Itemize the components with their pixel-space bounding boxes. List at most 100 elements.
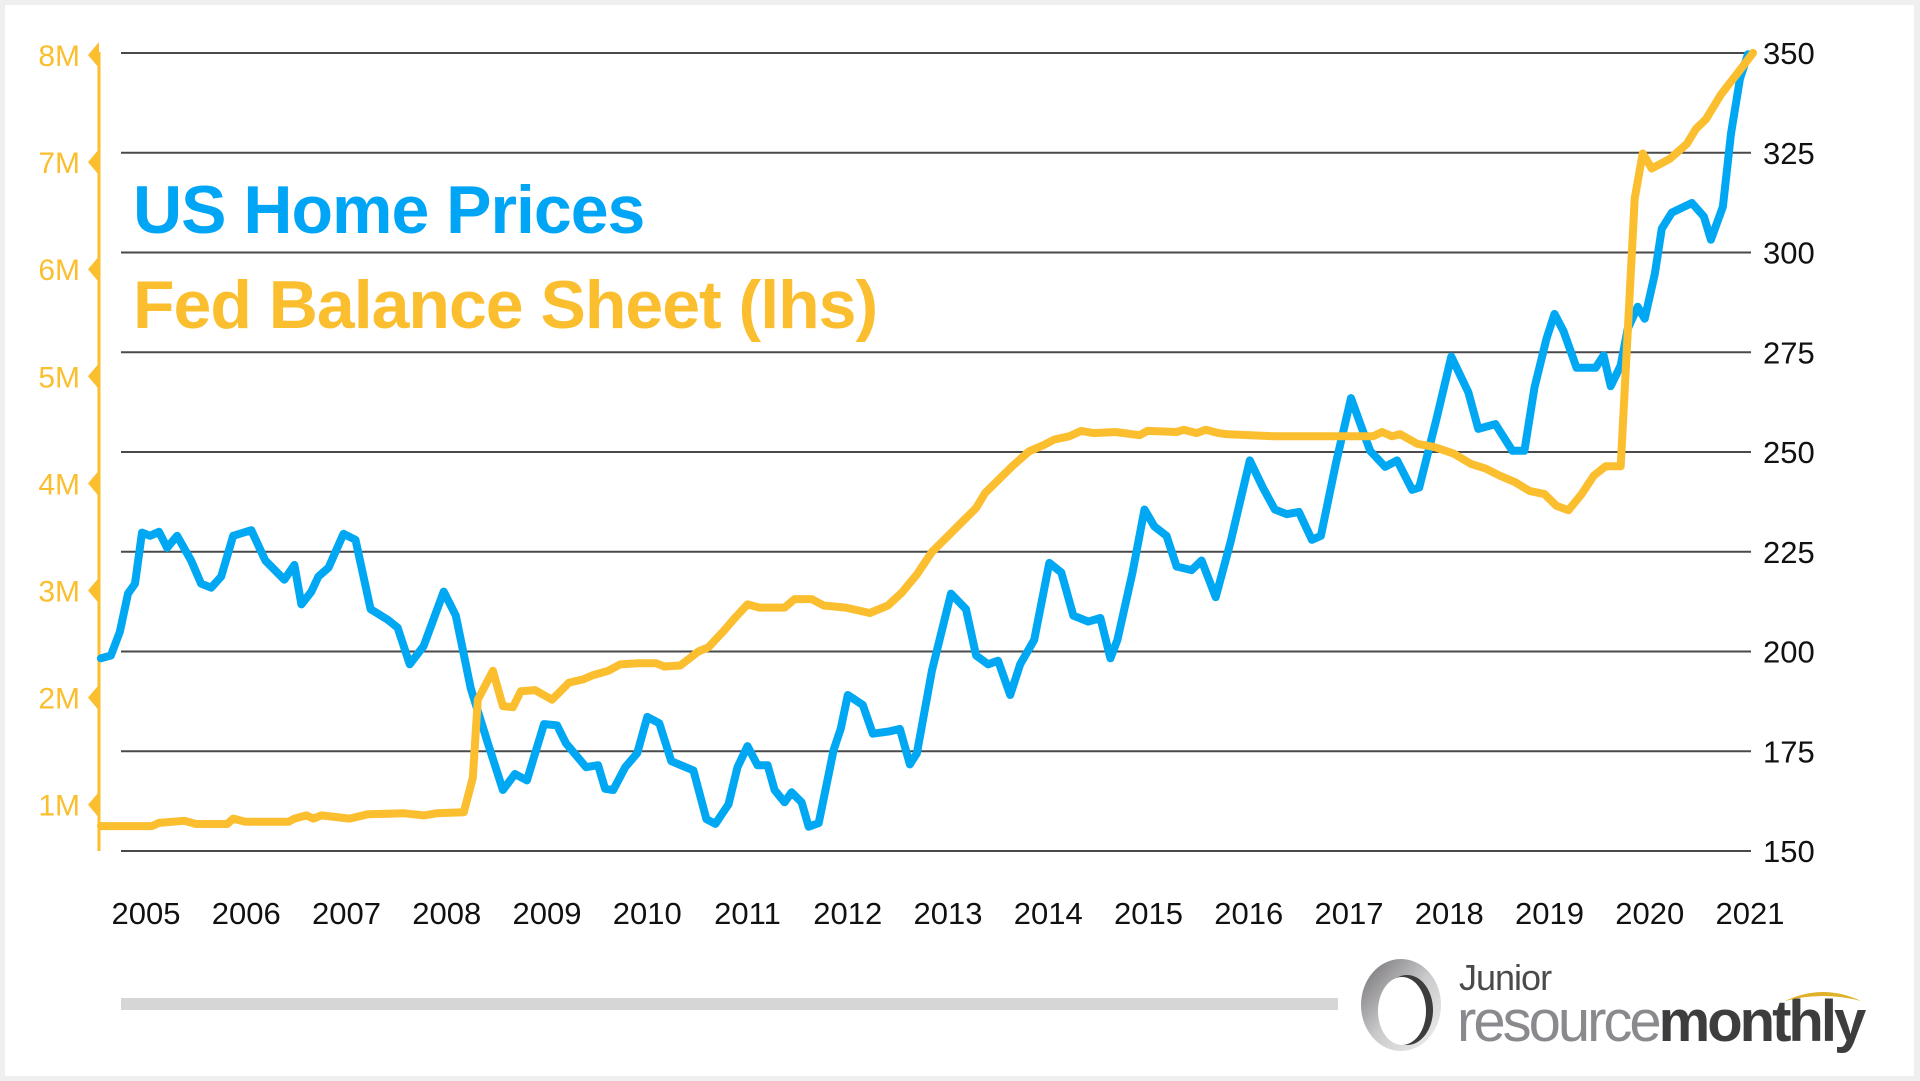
right-tick-label: 300 [1763,236,1815,271]
data-point [1382,464,1388,470]
data-point [610,787,616,793]
ring-logo-icon [1361,959,1441,1051]
data-point [644,714,650,720]
data-point [500,787,506,793]
data-point [1521,448,1527,454]
left-tick-label: 3M [38,576,80,609]
data-point [108,652,114,658]
data-point [208,585,214,591]
data-point [605,668,611,674]
left-tick-marker [88,149,99,176]
data-point [580,676,586,682]
data-point [1389,433,1395,439]
left-tick-marker [88,256,99,283]
data-point [1509,448,1515,454]
x-tick-label: 2016 [1214,896,1283,931]
data-point [732,614,738,620]
data-point [1309,537,1315,543]
data-point [1260,485,1266,491]
data-point [1618,463,1624,469]
data-point [943,535,949,541]
data-point [368,606,374,612]
data-point [1737,67,1743,73]
data-point [1379,429,1385,435]
data-point [677,662,683,668]
chart-subtitle: Fed Balance Sheet (lhs) [133,267,878,343]
right-tick-label: 275 [1763,335,1815,370]
data-point [1431,444,1437,450]
data-point [907,761,913,767]
data-point [218,573,224,579]
data-point [799,799,805,805]
x-tick-label: 2013 [914,896,983,931]
data-point [705,644,711,650]
left-tick-label: 8M [38,40,80,73]
data-point [181,818,187,824]
data-point [772,787,778,793]
data-point [385,617,391,623]
data-point [583,764,589,770]
data-point [1414,441,1420,447]
right-axis: 150 175 200 225 250 275 300 325 350 [1763,36,1815,869]
data-point [230,533,236,539]
data-point [1475,426,1481,432]
data-point [1728,131,1734,137]
right-tick-label: 200 [1763,635,1815,670]
chart-title: US Home Prices [133,172,645,248]
data-point [1189,567,1195,573]
data-point [885,602,891,608]
data-point [242,819,248,825]
data-point [125,591,131,597]
data-point [745,601,751,607]
data-point [1228,538,1234,544]
data-point [734,764,740,770]
data-point [899,590,905,596]
logo-monthly-text: monthly [1658,989,1867,1054]
data-point [1031,637,1037,643]
left-tick-marker [88,470,99,497]
data-point [720,628,726,634]
x-tick-label: 2020 [1615,896,1684,931]
data-point [973,652,979,658]
data-point [303,812,309,818]
data-point [1141,506,1147,512]
left-tick-marker [88,684,99,711]
data-point [622,764,628,770]
data-point [1112,429,1118,435]
data-point [963,606,969,612]
data-point [248,527,254,533]
logo-wordmark: resourcemonthly [1457,993,1866,1051]
data-point [860,702,866,708]
right-tick-label: 325 [1763,136,1815,171]
data-point [1144,428,1150,434]
data-point [757,605,763,611]
footer-bar [121,998,1338,1010]
data-point [1066,433,1072,439]
data-point [982,490,988,496]
data-point [453,613,459,619]
left-tick-label: 7M [38,147,80,180]
data-point [1194,430,1200,436]
data-point [395,625,401,631]
data-point [1659,226,1665,232]
data-point [914,750,920,756]
data-point [1247,457,1253,463]
data-point [132,581,138,587]
data-point [745,743,751,749]
data-point [1152,524,1158,530]
data-point [524,777,530,783]
data-point [1174,429,1180,435]
data-point [845,692,851,698]
right-tick-label: 175 [1763,734,1815,769]
data-point [402,810,408,816]
data-point [1007,692,1013,698]
data-point [139,530,145,536]
data-point [1164,533,1170,539]
data-point [1718,92,1724,98]
data-point [1397,431,1403,437]
data-point [831,747,837,753]
data-point [1552,311,1558,317]
data-point [156,529,162,535]
data-point [490,668,496,674]
left-tick-marker [88,42,99,68]
